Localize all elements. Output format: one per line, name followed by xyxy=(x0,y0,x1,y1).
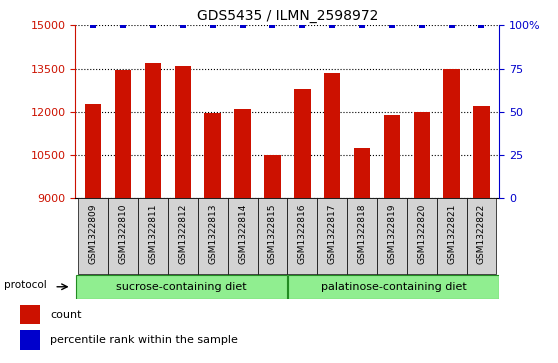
Bar xyxy=(264,155,281,198)
Bar xyxy=(20,305,40,324)
Text: GSM1322817: GSM1322817 xyxy=(328,204,336,264)
FancyBboxPatch shape xyxy=(377,198,407,274)
Text: GSM1322820: GSM1322820 xyxy=(417,204,426,264)
Point xyxy=(238,23,247,28)
Text: GSM1322821: GSM1322821 xyxy=(447,204,456,264)
Text: GSM1322822: GSM1322822 xyxy=(477,204,486,264)
Bar xyxy=(234,109,251,198)
Text: GSM1322816: GSM1322816 xyxy=(298,204,307,264)
Text: GSM1322813: GSM1322813 xyxy=(208,204,217,264)
Text: protocol: protocol xyxy=(4,281,46,290)
Text: GSM1322818: GSM1322818 xyxy=(358,204,367,264)
Point xyxy=(179,23,187,28)
Point xyxy=(148,23,157,28)
FancyBboxPatch shape xyxy=(198,198,228,274)
Text: GSM1322810: GSM1322810 xyxy=(119,204,128,264)
Point xyxy=(387,23,396,28)
FancyBboxPatch shape xyxy=(76,274,287,299)
FancyBboxPatch shape xyxy=(168,198,198,274)
Bar xyxy=(175,66,191,198)
FancyBboxPatch shape xyxy=(108,198,138,274)
FancyBboxPatch shape xyxy=(288,274,499,299)
Bar xyxy=(384,115,400,198)
Text: GSM1322809: GSM1322809 xyxy=(89,204,98,264)
Point xyxy=(268,23,277,28)
Point xyxy=(358,23,367,28)
Point xyxy=(298,23,307,28)
FancyBboxPatch shape xyxy=(78,198,108,274)
Text: GSM1322811: GSM1322811 xyxy=(148,204,157,264)
Text: GSM1322812: GSM1322812 xyxy=(179,204,187,264)
Bar xyxy=(20,330,40,350)
Bar xyxy=(85,105,102,198)
FancyBboxPatch shape xyxy=(257,198,287,274)
Bar xyxy=(324,73,340,198)
Point xyxy=(89,23,98,28)
Bar xyxy=(204,113,221,198)
Title: GDS5435 / ILMN_2598972: GDS5435 / ILMN_2598972 xyxy=(196,9,378,23)
Text: GSM1322815: GSM1322815 xyxy=(268,204,277,264)
Text: GSM1322814: GSM1322814 xyxy=(238,204,247,264)
Point xyxy=(119,23,128,28)
Text: sucrose-containing diet: sucrose-containing diet xyxy=(116,282,247,292)
FancyBboxPatch shape xyxy=(138,198,168,274)
Point xyxy=(208,23,217,28)
Point xyxy=(477,23,486,28)
Bar xyxy=(115,70,131,198)
Bar xyxy=(473,106,490,198)
Bar xyxy=(444,69,460,198)
Bar xyxy=(354,147,371,198)
Bar xyxy=(413,112,430,198)
Point xyxy=(417,23,426,28)
Point xyxy=(328,23,336,28)
FancyBboxPatch shape xyxy=(287,198,318,274)
FancyBboxPatch shape xyxy=(318,198,347,274)
Bar xyxy=(145,63,161,198)
Point xyxy=(447,23,456,28)
FancyBboxPatch shape xyxy=(437,198,466,274)
Text: count: count xyxy=(50,310,81,319)
Text: GSM1322819: GSM1322819 xyxy=(387,204,396,264)
Text: palatinose-containing diet: palatinose-containing diet xyxy=(320,282,466,292)
Text: percentile rank within the sample: percentile rank within the sample xyxy=(50,335,238,345)
FancyBboxPatch shape xyxy=(347,198,377,274)
FancyBboxPatch shape xyxy=(407,198,437,274)
FancyBboxPatch shape xyxy=(228,198,257,274)
Bar xyxy=(294,89,310,198)
FancyBboxPatch shape xyxy=(466,198,497,274)
